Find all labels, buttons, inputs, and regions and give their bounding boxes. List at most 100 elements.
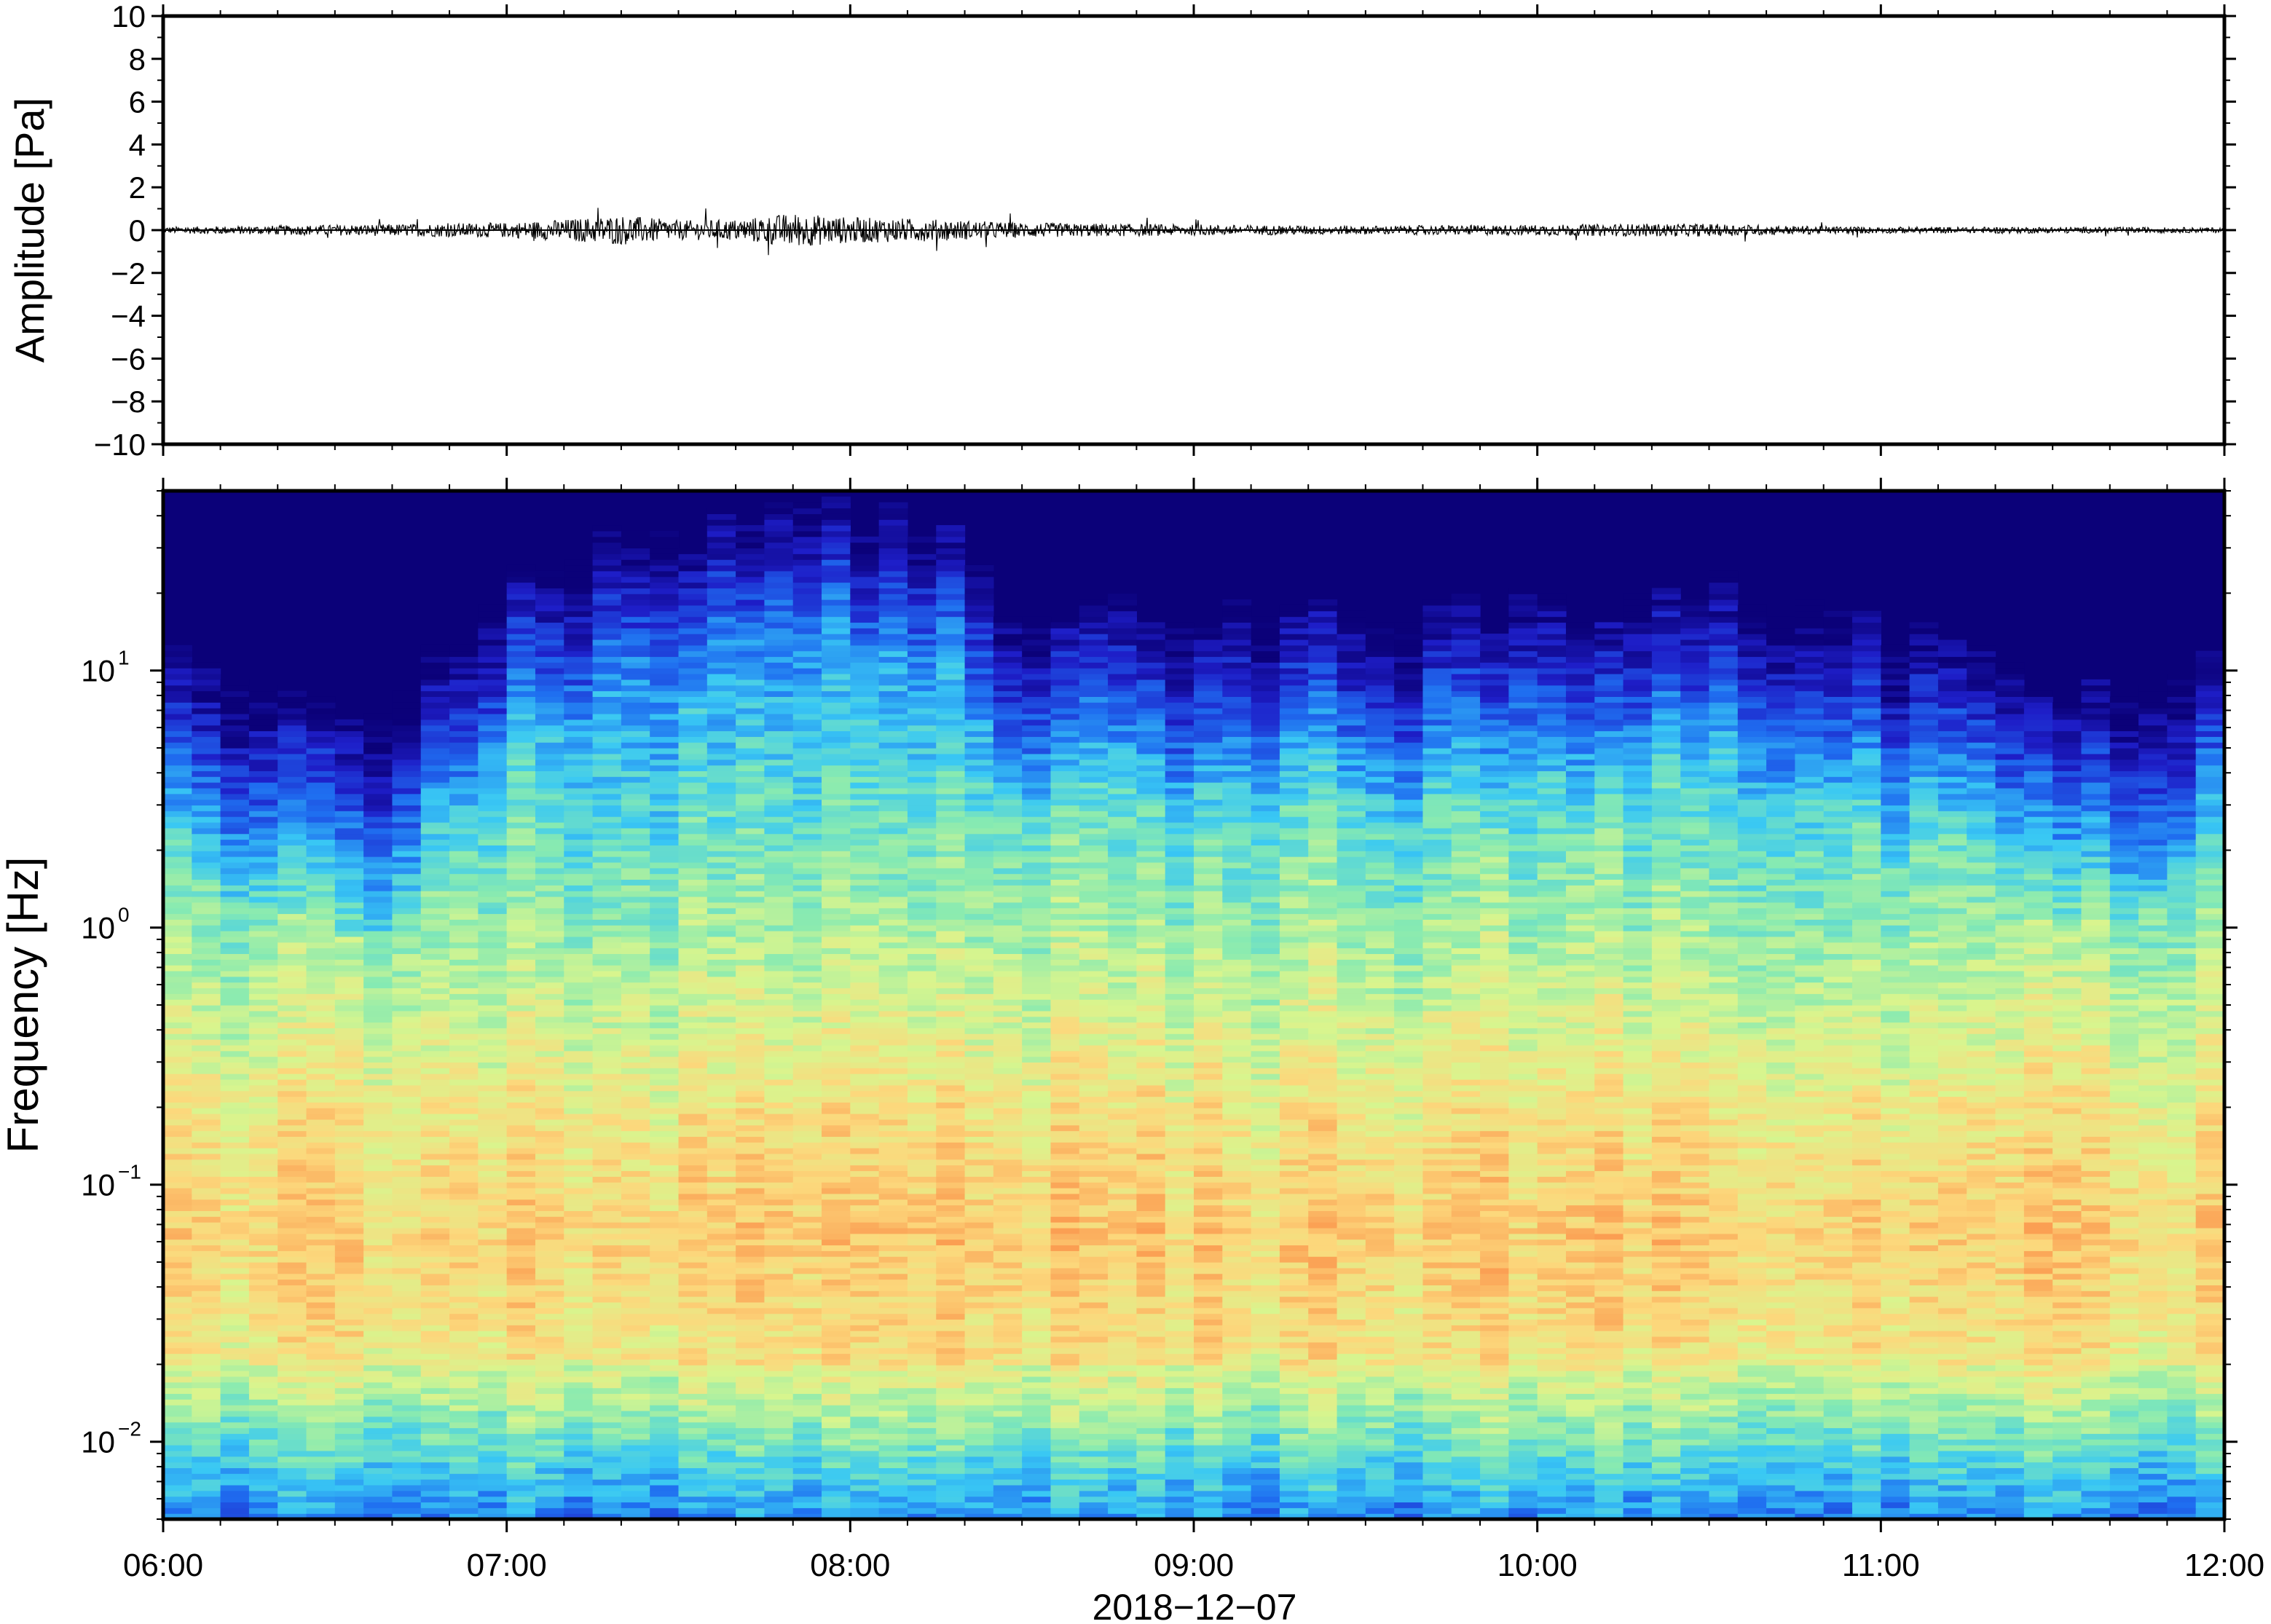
spectrogram-cell: [535, 782, 564, 789]
spectrogram-cell: [163, 1113, 192, 1120]
spectrogram-cell: [907, 862, 937, 869]
spectrogram-cell: [850, 542, 880, 549]
spectrogram-cell: [792, 845, 822, 851]
spectrogram-cell: [506, 1073, 536, 1080]
spectrogram-cell: [792, 645, 822, 652]
spectrogram-cell: [707, 1090, 736, 1097]
spectrogram-cell: [248, 1490, 278, 1497]
spectrogram-cell: [678, 1033, 708, 1040]
spectrogram-cell: [392, 1050, 422, 1057]
spectrogram-cell: [964, 1502, 994, 1508]
spectrogram-cell: [792, 1279, 822, 1285]
spectrogram-cell: [736, 1068, 765, 1074]
spectrogram-cell: [650, 776, 680, 783]
spectrogram-cell: [764, 1445, 794, 1451]
spectrogram-cell: [621, 925, 650, 931]
spectrogram-cell: [220, 1484, 250, 1491]
spectrogram-cell: [592, 1416, 622, 1423]
spectrogram-cell: [650, 1445, 680, 1451]
spectrogram-cell: [707, 542, 736, 549]
spectrogram-cell: [850, 588, 880, 594]
spectrogram-cell: [650, 793, 680, 800]
spectrogram-cell: [936, 919, 966, 926]
spectrogram-cell: [707, 976, 736, 983]
spectrogram-cell: [792, 559, 822, 566]
spectrogram-cell: [822, 1347, 851, 1355]
spectrogram-cell: [878, 1256, 908, 1263]
spectrogram-cell: [248, 862, 278, 869]
spectrogram-cell: [964, 685, 994, 692]
spectrogram-cell: [764, 582, 794, 588]
spectrogram-cell: [306, 1341, 336, 1349]
spectrogram-cell: [248, 1108, 278, 1114]
spectrogram-cell: [163, 730, 192, 737]
spectrogram-cell: [678, 1393, 708, 1400]
spectrogram-cell: [449, 656, 479, 663]
spectrogram-cell: [678, 588, 708, 594]
spectrogram-cell: [650, 1359, 680, 1365]
spectrogram-cell: [822, 1090, 851, 1097]
spectrogram-cell: [478, 1022, 508, 1028]
spectrogram-cell: [306, 891, 336, 897]
spectrogram-cell: [907, 965, 937, 971]
spectrogram-cell: [707, 1273, 736, 1280]
spectrogram-cell: [707, 1393, 736, 1400]
spectrogram-cell: [248, 1227, 278, 1234]
spectrogram-cell: [220, 936, 250, 943]
spectrogram-cell: [306, 947, 336, 954]
spectrogram-cell: [506, 1399, 536, 1406]
spectrogram-cell: [592, 610, 622, 618]
spectrogram-cell: [764, 947, 794, 954]
spectrogram-cell: [478, 936, 508, 943]
spectrogram-cell: [220, 942, 250, 949]
spectrogram-cell: [736, 953, 765, 960]
spectrogram-cell: [878, 919, 908, 926]
spectrogram-cell: [822, 1056, 851, 1063]
spectrogram-cell: [506, 1462, 536, 1468]
spectrogram-cell: [506, 839, 536, 845]
spectrogram-cell: [707, 1467, 736, 1474]
spectrogram-cell: [478, 947, 508, 954]
spectrogram-cell: [878, 765, 908, 771]
spectrogram-cell: [621, 1381, 650, 1389]
spectrogram-cell: [192, 1148, 221, 1154]
spectrogram-cell: [707, 650, 736, 658]
spectrogram-cell: [306, 1028, 336, 1034]
spectrogram-cell: [964, 1359, 994, 1365]
spectrogram-cell: [192, 1456, 221, 1463]
spectrogram-cell: [650, 770, 680, 777]
spectrogram-cell: [707, 1405, 736, 1411]
spectrogram-cell: [850, 1239, 880, 1246]
spectrogram-cell: [306, 1044, 336, 1052]
spectrogram-cell: [334, 1405, 364, 1411]
spectrogram-cell: [964, 702, 994, 709]
spectrogram-cell: [278, 1490, 307, 1497]
spectrogram-cell: [907, 1096, 937, 1103]
spectrogram-cell: [621, 1188, 650, 1194]
spectrogram-cell: [392, 1108, 422, 1114]
spectrogram-cell: [163, 1456, 192, 1463]
spectrogram-cell: [363, 1445, 393, 1451]
spectrogram-cell: [764, 1301, 794, 1309]
spectrogram-cell: [907, 1507, 937, 1514]
spectrogram-cell: [822, 502, 851, 509]
spectrogram-cell: [392, 1301, 422, 1309]
spectrogram-cell: [220, 821, 250, 829]
spectrogram-cell: [306, 1307, 336, 1314]
spectrogram-cell: [248, 1153, 278, 1160]
spectrogram-cell: [964, 1433, 994, 1440]
spectrogram-cell: [564, 748, 594, 754]
spectrogram-cell: [764, 713, 794, 720]
spectrogram-cell: [592, 736, 622, 743]
spectrogram-cell: [964, 1450, 994, 1457]
spectrogram-cell: [564, 610, 594, 618]
spectrogram-cell: [822, 748, 851, 754]
spectrogram-cell: [993, 965, 1023, 971]
spectrogram-cell: [564, 1148, 594, 1154]
spectrogram-cell: [478, 1490, 508, 1497]
spectrogram-cell: [363, 759, 393, 766]
spectrogram-cell: [822, 513, 851, 520]
spectrogram-cell: [621, 708, 650, 714]
spectrogram-cell: [392, 1427, 422, 1434]
spectrogram-cell: [192, 867, 221, 875]
